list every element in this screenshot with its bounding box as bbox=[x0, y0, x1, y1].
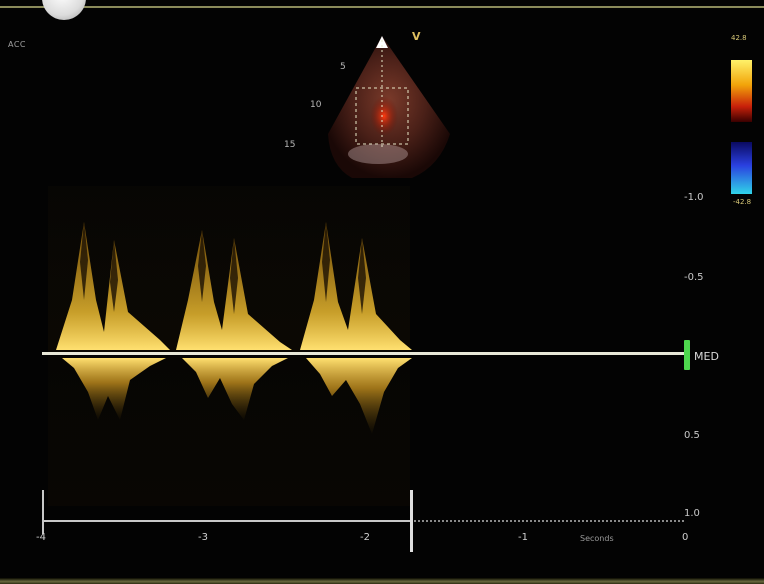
velocity-label-bottom: 1.0 bbox=[684, 508, 700, 519]
sweep-cursor[interactable] bbox=[410, 490, 413, 552]
time-label-2: -3 bbox=[198, 532, 208, 543]
frame-top-border bbox=[0, 6, 764, 8]
spectrum-beat-1-below bbox=[62, 358, 166, 420]
color-scale-positive bbox=[731, 60, 752, 122]
color-scale-negative bbox=[731, 142, 752, 194]
corner-knob[interactable] bbox=[42, 0, 86, 20]
time-label-5: 0 bbox=[682, 532, 689, 543]
velocity-label-upper: -0.5 bbox=[684, 272, 704, 283]
color-scale-top-label: 42.8 bbox=[731, 34, 747, 42]
doppler-baseline bbox=[42, 352, 684, 355]
mode-label: ACC bbox=[8, 40, 27, 49]
time-label-1: -4 bbox=[36, 532, 46, 543]
depth-label-15: 15 bbox=[284, 140, 296, 150]
baseline-label: MED bbox=[694, 350, 719, 363]
velocity-label-top: -1.0 bbox=[684, 192, 704, 203]
time-unit-label: Seconds bbox=[580, 534, 614, 543]
color-scale-bottom-label: -42.8 bbox=[733, 198, 752, 206]
color-flow-region bbox=[370, 96, 398, 136]
time-label-4: -1 bbox=[518, 532, 528, 543]
time-axis-future bbox=[414, 520, 684, 522]
time-axis bbox=[42, 520, 412, 522]
depth-label-10: 10 bbox=[310, 100, 322, 110]
time-label-3: -2 bbox=[360, 532, 370, 543]
depth-label-5: 5 bbox=[340, 62, 346, 72]
orientation-marker: V bbox=[412, 30, 421, 43]
velocity-label-lower: 0.5 bbox=[684, 430, 700, 441]
color-roi-box[interactable] bbox=[355, 87, 409, 145]
frame-bottom-border bbox=[0, 578, 764, 584]
baseline-adjust-handle[interactable] bbox=[684, 340, 690, 370]
valve-echo bbox=[348, 144, 408, 164]
spectrum-beat-2-below bbox=[182, 358, 288, 420]
spectrum-beat-3-below bbox=[306, 358, 412, 434]
time-axis-left-tick bbox=[42, 490, 44, 534]
